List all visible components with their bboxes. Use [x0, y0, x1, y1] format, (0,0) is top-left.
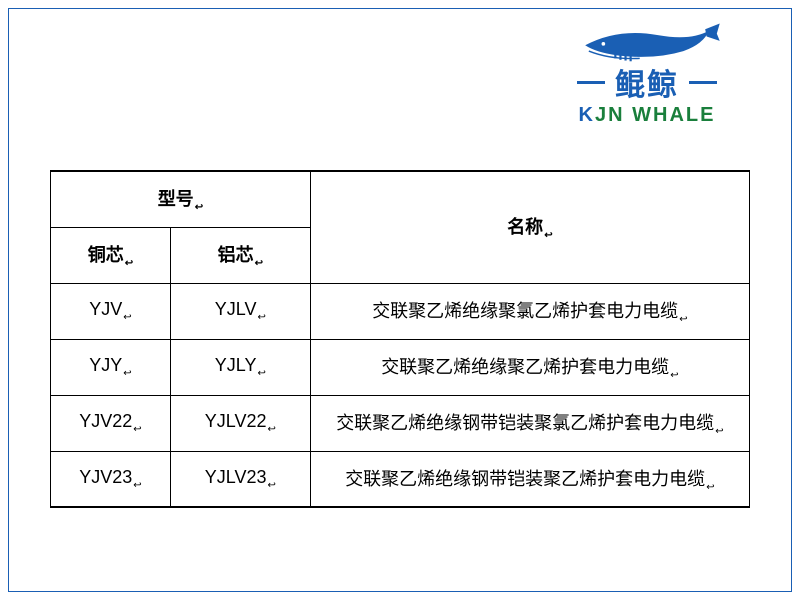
header-copper: 铜芯↩	[51, 227, 171, 283]
header-name: 名称↩	[310, 171, 749, 283]
cell-desc: 交联聚乙烯绝缘聚氯乙烯护套电力电缆↩	[310, 283, 749, 339]
cell-desc: 交联聚乙烯绝缘钢带铠装聚氯乙烯护套电力电缆↩	[310, 395, 749, 451]
cell-al: YJLV23↩	[170, 451, 310, 507]
header-model: 型号↩	[51, 171, 311, 227]
logo-en-text: KJN WHALE	[579, 104, 716, 127]
cable-model-table: 型号↩ 名称↩ 铜芯↩ 铝芯↩ YJV↩ YJLV↩ 交联聚乙烯绝缘聚氯乙烯护套…	[50, 170, 750, 508]
whale-icon	[547, 22, 747, 62]
table-row: YJV↩ YJLV↩ 交联聚乙烯绝缘聚氯乙烯护套电力电缆↩	[51, 283, 750, 339]
header-aluminum: 铝芯↩	[170, 227, 310, 283]
table-row: YJV22↩ YJLV22↩ 交联聚乙烯绝缘钢带铠装聚氯乙烯护套电力电缆↩	[51, 395, 750, 451]
cell-cu: YJV↩	[51, 283, 171, 339]
table-row: YJY↩ YJLY↩ 交联聚乙烯绝缘聚乙烯护套电力电缆↩	[51, 339, 750, 395]
cell-cu: YJY↩	[51, 339, 171, 395]
cell-desc: 交联聚乙烯绝缘聚乙烯护套电力电缆↩	[310, 339, 749, 395]
logo-dash-left	[577, 81, 605, 84]
cell-cu: YJV22↩	[51, 395, 171, 451]
logo-cn-text: 鲲鲸	[615, 60, 679, 104]
cell-desc: 交联聚乙烯绝缘钢带铠装聚乙烯护套电力电缆↩	[310, 451, 749, 507]
logo-cn-row: 鲲鲸	[577, 60, 717, 104]
cell-cu: YJV23↩	[51, 451, 171, 507]
brand-logo: 鲲鲸 KJN WHALE	[532, 22, 762, 127]
table-row: YJV23↩ YJLV23↩ 交联聚乙烯绝缘钢带铠装聚乙烯护套电力电缆↩	[51, 451, 750, 507]
cell-al: YJLV↩	[170, 283, 310, 339]
cell-al: YJLY↩	[170, 339, 310, 395]
logo-dash-right	[689, 81, 717, 84]
cell-al: YJLV22↩	[170, 395, 310, 451]
